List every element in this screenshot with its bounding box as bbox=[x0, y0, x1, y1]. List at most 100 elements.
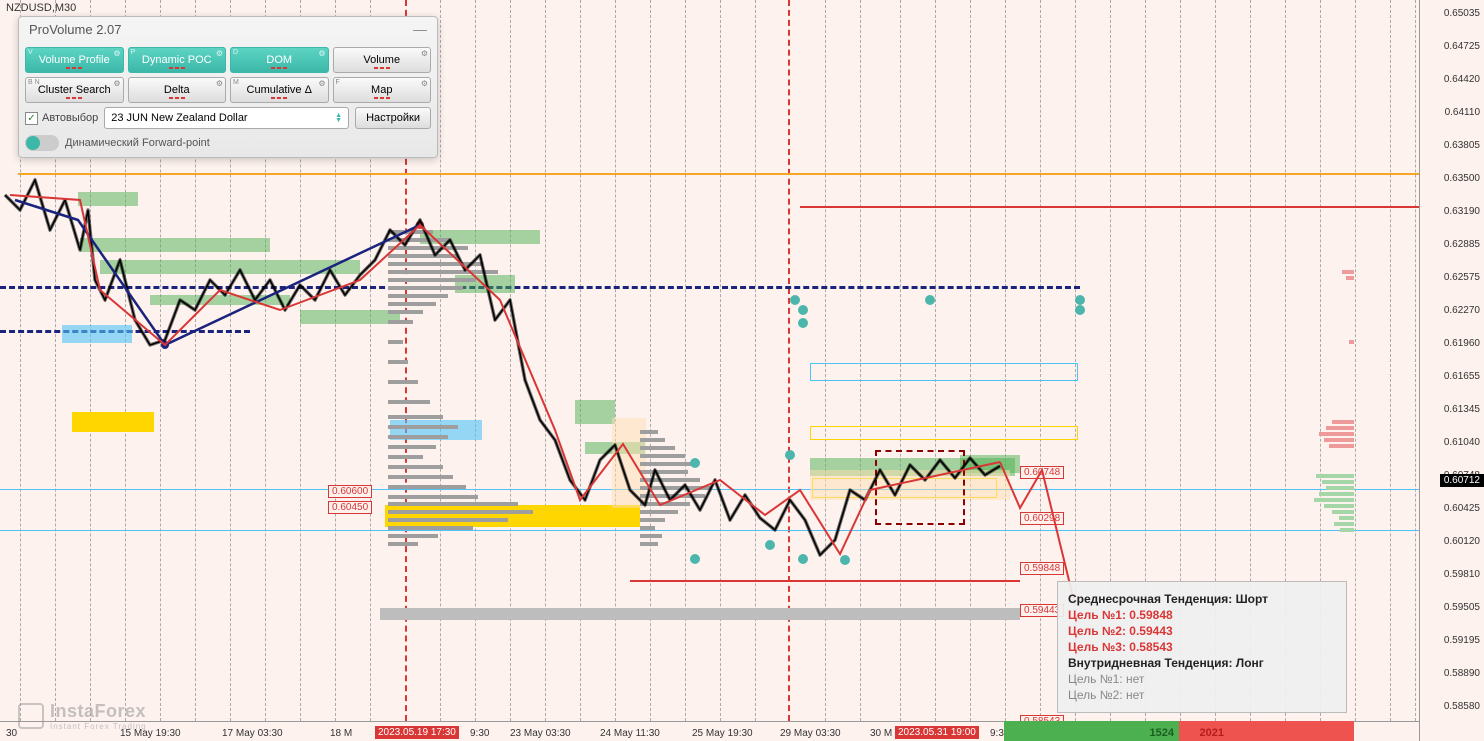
poc-dot bbox=[1075, 305, 1085, 315]
volume-profile-bar bbox=[388, 465, 443, 469]
volume-profile-bar bbox=[388, 238, 450, 242]
panel-btn-cumulative-[interactable]: M⚙Cumulative Δ bbox=[230, 77, 329, 103]
chart-area[interactable]: NZDUSD,M30 0.60600 0.60450 0.60748 0.60298 0… bbox=[0, 0, 1419, 741]
y-tick: 0.61960 bbox=[1444, 338, 1480, 349]
target-intra: Цель №1: нет bbox=[1068, 672, 1336, 686]
volume-profile-bar bbox=[388, 510, 533, 514]
volume-profile-bar bbox=[640, 542, 658, 546]
level-line-red bbox=[630, 580, 1020, 582]
price-label: 0.59848 bbox=[1020, 562, 1064, 575]
poc-dot bbox=[840, 555, 850, 565]
y-tick: 0.64110 bbox=[1445, 107, 1480, 118]
zone bbox=[875, 450, 965, 525]
dom-profile-bar bbox=[1319, 492, 1354, 496]
y-tick: 0.58580 bbox=[1444, 701, 1480, 712]
zone bbox=[100, 260, 360, 274]
x-tick: 17 May 03:30 bbox=[222, 728, 283, 739]
dom-profile-bar bbox=[1342, 270, 1354, 274]
volume-profile-bar bbox=[388, 286, 463, 290]
zone bbox=[300, 310, 400, 324]
volume-profile-bar bbox=[388, 360, 408, 364]
panel-title-text: ProVolume 2.07 bbox=[29, 22, 122, 37]
y-tick-current: 0.60712 bbox=[1440, 474, 1484, 487]
y-tick: 0.60120 bbox=[1444, 536, 1480, 547]
settings-button[interactable]: Настройки bbox=[355, 107, 431, 129]
x-tick: 30 bbox=[6, 728, 17, 739]
poc-dot bbox=[925, 295, 935, 305]
volume-profile-bar bbox=[388, 415, 443, 419]
panel-minimize-icon[interactable]: — bbox=[413, 21, 427, 37]
price-label: 0.60748 bbox=[1020, 466, 1064, 479]
volume-profile-bar bbox=[388, 534, 438, 538]
dom-profile-bar bbox=[1329, 444, 1354, 448]
auto-select-checkbox[interactable]: ✓ Автовыбор bbox=[25, 112, 98, 125]
volume-profile-bar bbox=[388, 542, 418, 546]
x-tick: 24 May 11:30 bbox=[600, 728, 660, 739]
dom-profile-bar bbox=[1326, 426, 1354, 430]
dom-profile-bar bbox=[1324, 438, 1354, 442]
volume-profile-bar bbox=[388, 320, 413, 324]
zone bbox=[575, 400, 615, 424]
symbol-label: NZDUSD,M30 bbox=[6, 2, 76, 14]
panel-btn-volume[interactable]: ⚙Volume bbox=[333, 47, 432, 73]
dom-profile-bar bbox=[1326, 486, 1354, 490]
panel-btn-dom[interactable]: D⚙DOM bbox=[230, 47, 329, 73]
poc-dot bbox=[798, 554, 808, 564]
zone bbox=[62, 325, 132, 343]
poc-dot bbox=[690, 554, 700, 564]
gray-band bbox=[380, 608, 1020, 620]
y-tick: 0.62885 bbox=[1444, 239, 1480, 250]
y-tick: 0.59505 bbox=[1444, 602, 1480, 613]
volume-profile-bar bbox=[388, 270, 498, 274]
y-tick: 0.58890 bbox=[1444, 668, 1480, 679]
grid-vline bbox=[1355, 0, 1356, 721]
instrument-dropdown[interactable]: 23 JUN New Zealand Dollar ▲▼ bbox=[104, 107, 349, 129]
volume-profile-bar bbox=[640, 494, 705, 498]
panel-btn-cluster-search[interactable]: B N⚙Cluster Search bbox=[25, 77, 124, 103]
volume-profile-bar bbox=[388, 340, 403, 344]
poc-dot bbox=[765, 540, 775, 550]
price-label: 0.60600 bbox=[328, 485, 372, 498]
volume-profile-bar bbox=[388, 380, 418, 384]
footer-green-value: 1524 bbox=[1150, 727, 1174, 739]
dom-profile-bar bbox=[1332, 420, 1354, 424]
y-tick: 0.62270 bbox=[1444, 305, 1480, 316]
panel-btn-delta[interactable]: ⚙Delta bbox=[128, 77, 227, 103]
y-tick: 0.63805 bbox=[1444, 140, 1480, 151]
y-tick: 0.61655 bbox=[1444, 371, 1480, 382]
volume-profile-bar bbox=[388, 254, 458, 258]
volume-profile-bar bbox=[388, 485, 466, 489]
volume-profile-bar bbox=[640, 438, 665, 442]
x-tick: 23 May 03:30 bbox=[510, 728, 571, 739]
x-tick: 25 May 19:30 bbox=[692, 728, 753, 739]
volume-profile-bar bbox=[388, 502, 518, 506]
volume-profile-bar bbox=[640, 518, 665, 522]
volume-profile-bar bbox=[388, 495, 478, 499]
target-mid: Цель №3: 0.58543 bbox=[1068, 640, 1336, 654]
zone bbox=[150, 295, 290, 305]
zone bbox=[72, 412, 154, 432]
panel-btn-dynamic-poc[interactable]: P⚙Dynamic POC bbox=[128, 47, 227, 73]
y-tick: 0.63500 bbox=[1444, 173, 1480, 184]
panel-btn-map[interactable]: F⚙Map bbox=[333, 77, 432, 103]
dropdown-spinner-icon[interactable]: ▲▼ bbox=[335, 113, 342, 123]
panel-btn-volume-profile[interactable]: V⚙Volume Profile bbox=[25, 47, 124, 73]
forward-point-toggle[interactable] bbox=[25, 135, 59, 151]
volume-profile-bar bbox=[388, 310, 423, 314]
volume-profile-bar bbox=[640, 430, 658, 434]
dom-profile-bar bbox=[1319, 432, 1354, 436]
poc-dot bbox=[1075, 295, 1085, 305]
price-label: 0.60298 bbox=[1020, 512, 1064, 525]
dom-profile-bar bbox=[1346, 276, 1354, 280]
panel-titlebar[interactable]: ProVolume 2.07 — bbox=[19, 17, 437, 41]
volume-profile-bar bbox=[388, 246, 468, 250]
volume-profile-bar bbox=[640, 478, 700, 482]
price-label: 0.60450 bbox=[328, 501, 372, 514]
poc-dot bbox=[798, 305, 808, 315]
volume-profile-bar bbox=[388, 302, 436, 306]
volume-profile-bar bbox=[388, 400, 430, 404]
provolume-panel[interactable]: ProVolume 2.07 — V⚙Volume ProfileP⚙Dynam… bbox=[18, 16, 438, 158]
y-tick: 0.61345 bbox=[1444, 404, 1480, 415]
delta-footer-bar: 1524 2021 bbox=[1004, 721, 1354, 741]
zone bbox=[810, 363, 1078, 381]
